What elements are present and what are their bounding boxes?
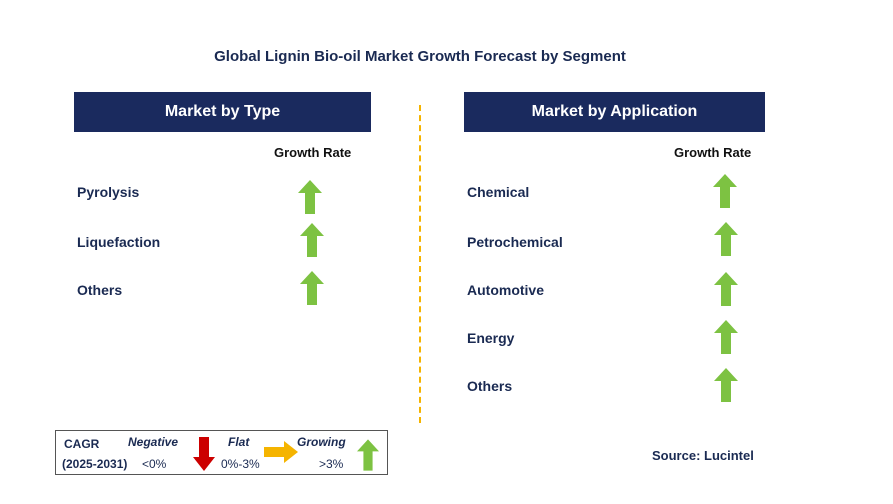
application-item-label: Automotive	[467, 282, 544, 298]
type-item-label: Others	[77, 282, 123, 298]
flat-arrow-icon	[264, 441, 298, 463]
legend-growing-range: >3%	[319, 457, 344, 471]
legend-negative-range: <0%	[142, 457, 167, 471]
growing-arrow-icon	[714, 222, 738, 256]
growing-arrow-icon	[714, 320, 738, 354]
legend-growing-label: Growing	[297, 435, 346, 449]
application-item-label: Chemical	[467, 184, 530, 200]
source-label: Source: Lucintel	[652, 448, 754, 463]
chart-title: Global Lignin Bio-oil Market Growth Fore…	[214, 48, 626, 65]
type-item-label: Pyrolysis	[77, 184, 140, 200]
legend-flat-range: 0%-3%	[221, 457, 260, 471]
application-panel-header: Market by Application	[464, 92, 765, 132]
growing-arrow-icon	[300, 271, 324, 305]
type-panel-header: Market by Type	[74, 92, 371, 132]
type-growth-rate-label: Growth Rate	[274, 145, 352, 160]
legend-negative-label: Negative	[128, 435, 179, 449]
growing-arrow-icon	[714, 272, 738, 306]
growing-arrow-icon	[298, 180, 322, 214]
growing-arrow-icon	[300, 223, 324, 257]
legend-cagr-label: CAGR	[64, 437, 100, 451]
application-item-label: Energy	[467, 330, 515, 346]
negative-arrow-icon	[193, 437, 215, 471]
legend-period-label: (2025-2031)	[62, 457, 128, 471]
growing-arrow-icon	[357, 439, 379, 471]
growing-arrow-icon	[714, 368, 738, 402]
application-growth-rate-label: Growth Rate	[674, 145, 752, 160]
legend-flat-label: Flat	[228, 435, 250, 449]
cagr-legend: CAGR (2025-2031) Negative <0% Flat 0%-3%…	[55, 430, 388, 475]
application-item-label: Petrochemical	[467, 234, 563, 250]
type-item-label: Liquefaction	[77, 234, 161, 250]
panel-divider	[419, 105, 421, 423]
growing-arrow-icon	[713, 174, 737, 208]
application-item-label: Others	[467, 378, 513, 394]
